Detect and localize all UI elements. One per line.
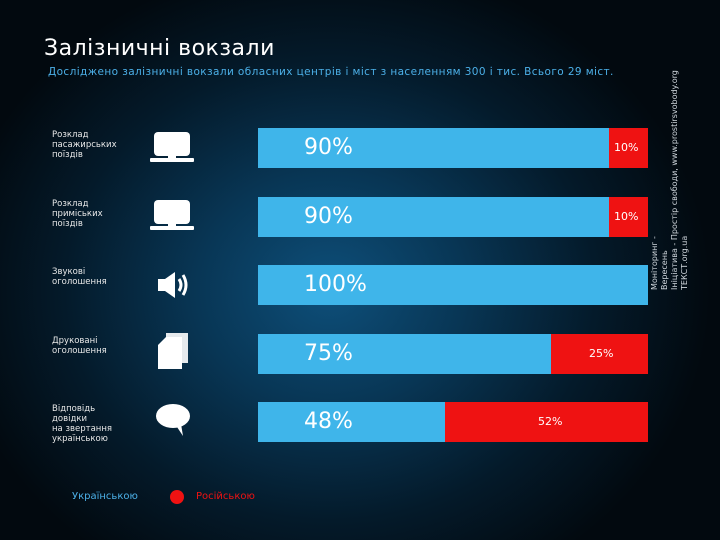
category-label-line: поїздів [52, 219, 83, 229]
bar-value-label: 90% [304, 135, 353, 160]
category-label-line: оголошення [52, 346, 107, 356]
source-line: Ініціатива - Простір свободи, www.prosti… [670, 70, 679, 290]
category-label: Розклад пасажирських поїздів [52, 130, 142, 160]
bar-value-label: 48% [304, 409, 353, 434]
page-title: Залізничні вокзали [44, 36, 275, 61]
bar-segment-russian: 52% [445, 402, 648, 442]
category-label: Розклад приміських поїздів [52, 199, 142, 229]
bar-segment-russian: 10% [609, 128, 648, 168]
legend-label-ukrainian: Українською [72, 491, 138, 502]
speech-bubble-icon [155, 402, 191, 442]
monitor-icon [150, 198, 194, 238]
bar-segment-ukrainian: 48% [258, 402, 445, 442]
bar-segment-ukrainian: 90% [258, 128, 609, 168]
source-note: Моніторинг - Вересень Ініціатива - Прост… [650, 70, 690, 290]
category-label-line: пасажирських [52, 140, 117, 150]
source-line: ТЕКСТ.org.ua [680, 235, 689, 290]
category-label: Друковані оголошення [52, 336, 142, 356]
legend-swatch-russian [170, 490, 184, 504]
documents-icon [158, 333, 190, 375]
bar-segment-russian: 25% [551, 334, 648, 374]
bar-segment-ukrainian: 90% [258, 197, 609, 237]
bar-row: 90% 10% [258, 128, 648, 168]
bar-value-label: 100% [304, 272, 367, 297]
bar-value-label: 52% [538, 415, 563, 428]
bar-segment-ukrainian: 100% [258, 265, 648, 305]
category-label-line: Друковані [52, 336, 98, 346]
bar-row: 100% [258, 265, 648, 305]
category-label-line: приміських [52, 209, 103, 219]
category-label-line: поїздів [52, 150, 83, 160]
bar-value-label: 90% [304, 204, 353, 229]
bar-row: 90% 10% [258, 197, 648, 237]
page-subtitle: Досліджено залізничні вокзали обласних ц… [48, 66, 614, 78]
bar-value-label: 10% [614, 210, 639, 223]
bar-segment-ukrainian: 75% [258, 334, 551, 374]
bar-value-label: 75% [304, 341, 353, 366]
category-label: Звукові оголошення [52, 267, 142, 287]
speaker-icon [156, 270, 192, 304]
category-label-line: Розклад [52, 199, 89, 209]
source-line: Вересень [660, 250, 669, 290]
source-line: Моніторинг - [650, 236, 659, 290]
category-label: Відповідь довідки на звертання українською [52, 404, 142, 444]
category-label-line: українською [52, 434, 108, 444]
category-label-line: довідки [52, 414, 87, 424]
category-label-line: Відповідь [52, 404, 96, 414]
category-label-line: Звукові [52, 267, 86, 277]
bar-value-label: 10% [614, 141, 639, 154]
bar-row: 48% 52% [258, 402, 648, 442]
bar-value-label: 25% [589, 347, 614, 360]
legend-label-russian: Російською [196, 491, 255, 502]
category-label-line: оголошення [52, 277, 107, 287]
monitor-icon [150, 130, 194, 170]
bar-segment-russian: 10% [609, 197, 648, 237]
category-label-line: Розклад [52, 130, 89, 140]
bar-row: 75% 25% [258, 334, 648, 374]
category-label-line: на звертання [52, 424, 113, 434]
